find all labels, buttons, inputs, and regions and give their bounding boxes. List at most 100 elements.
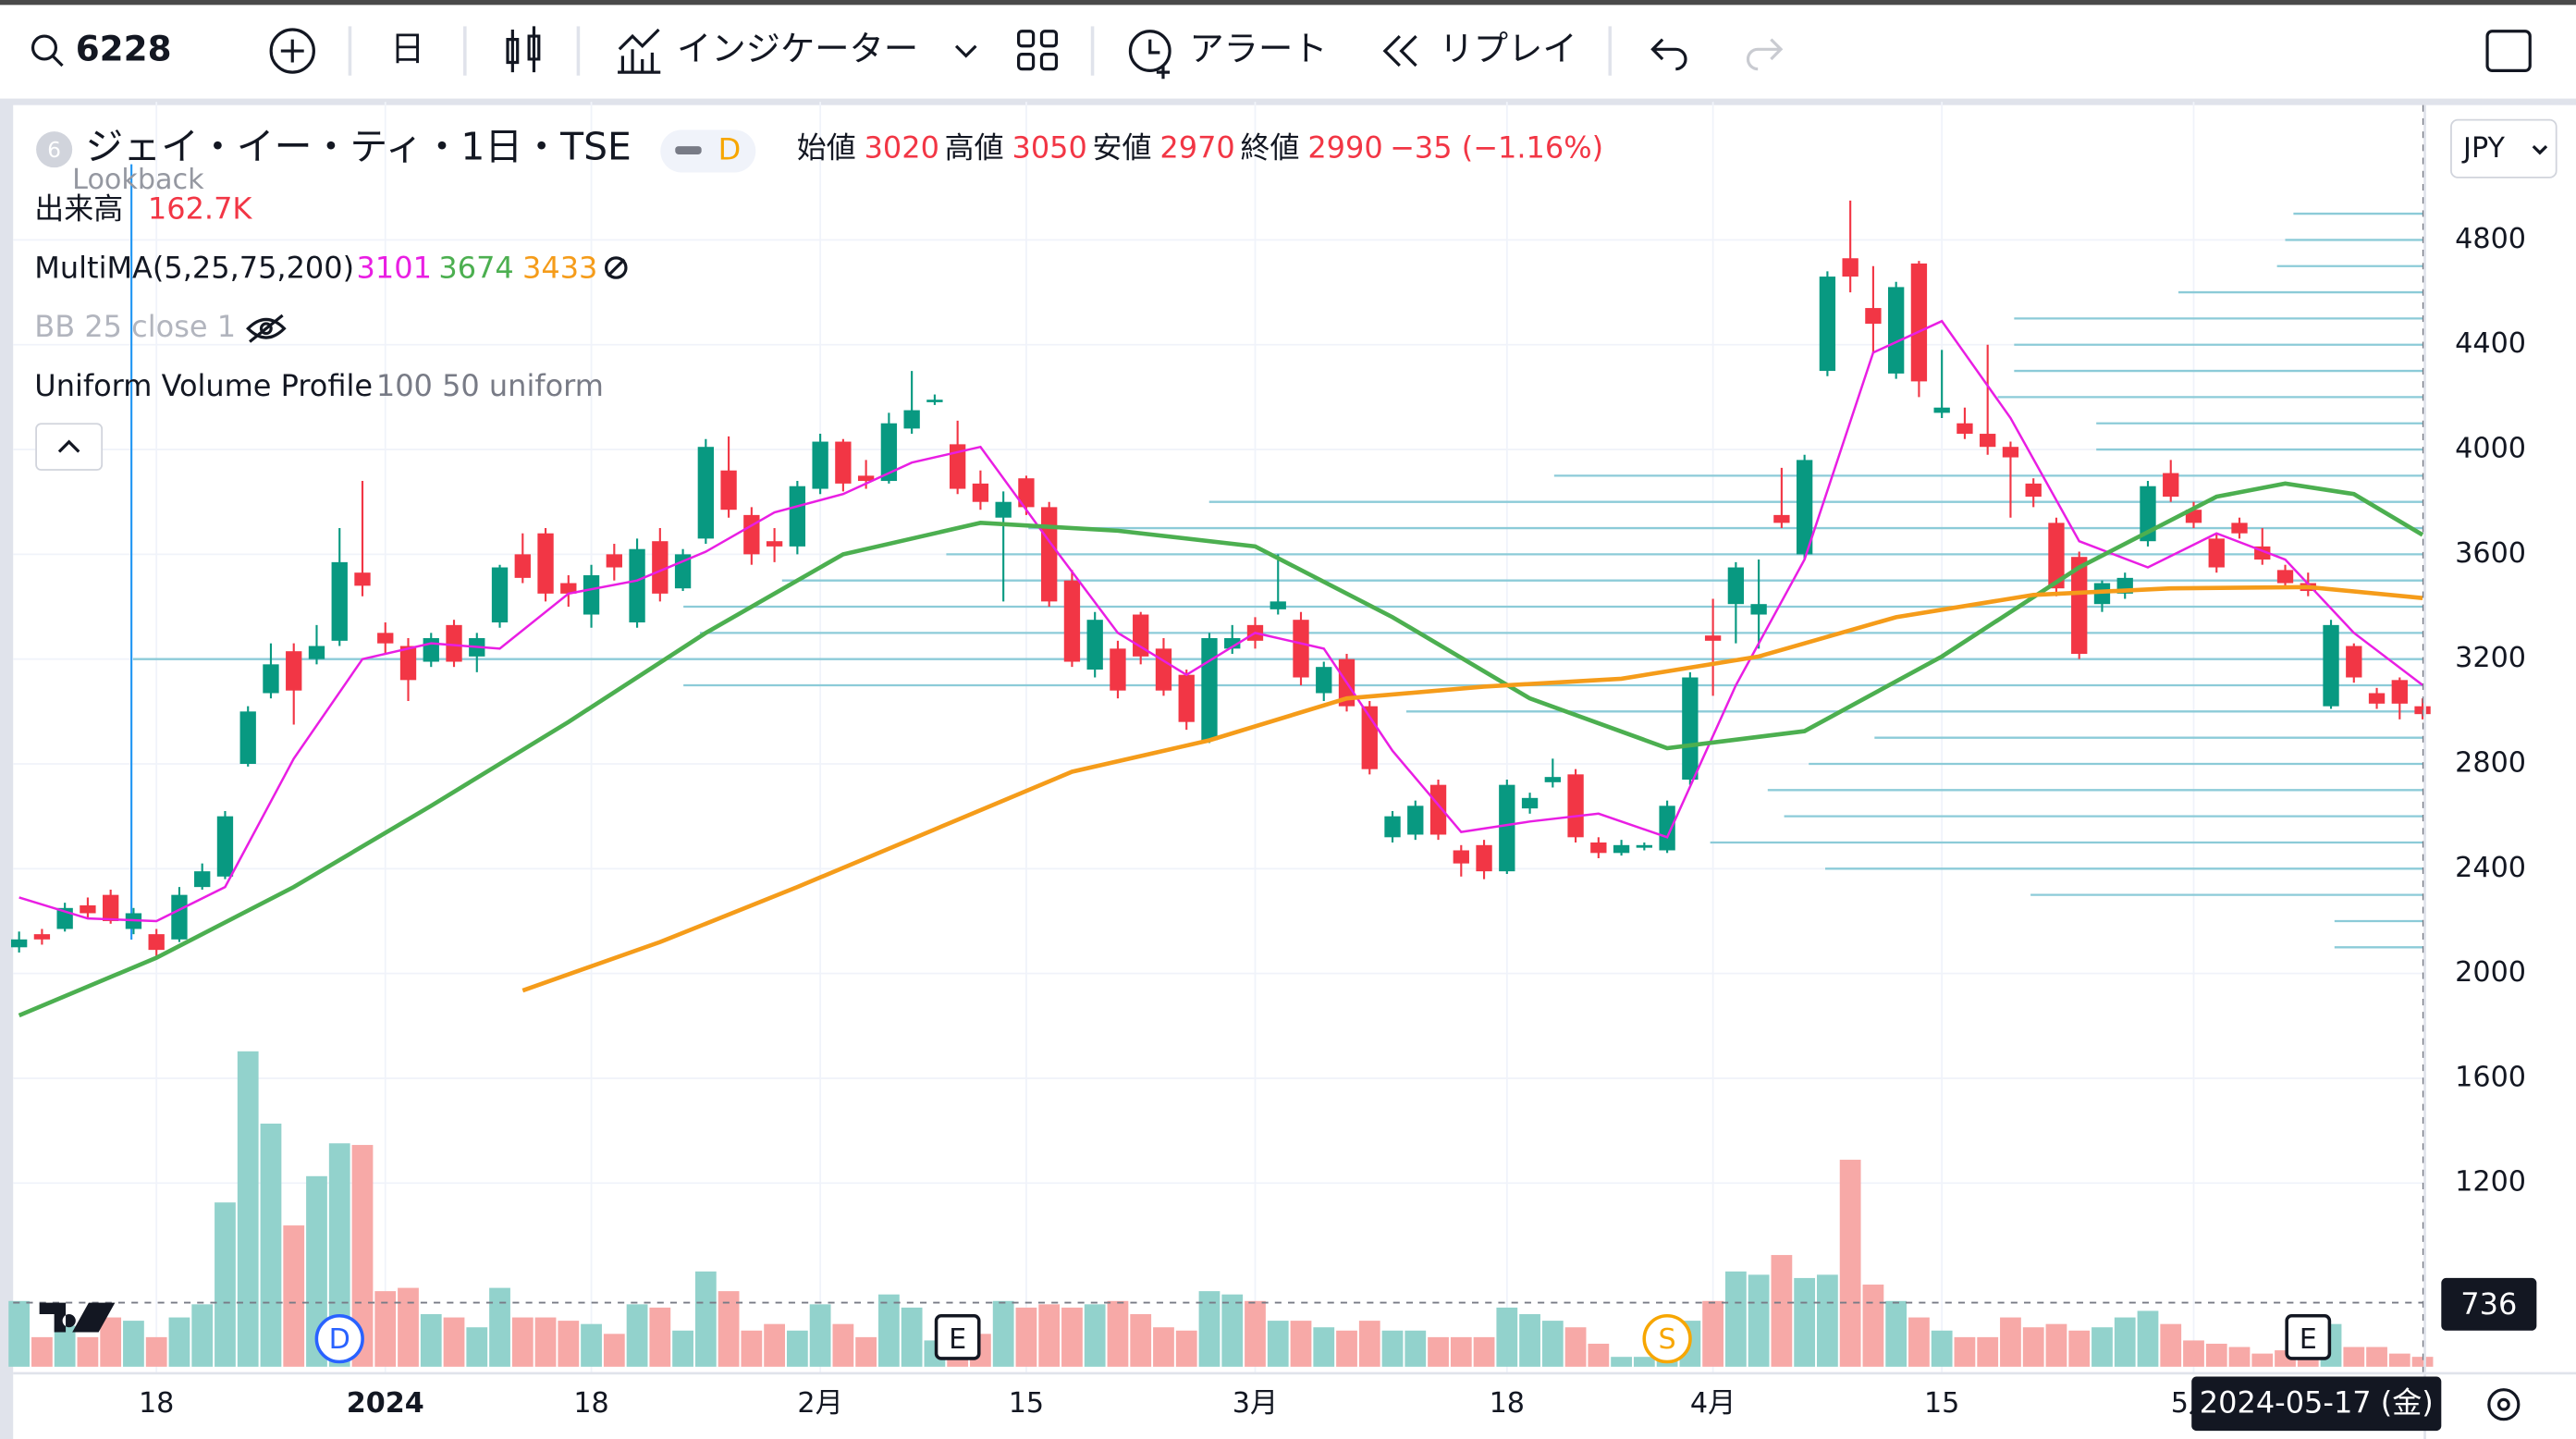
- volume-bar: [260, 1123, 282, 1367]
- y-tick-label: 2400: [2455, 852, 2526, 884]
- candle-body: [1865, 308, 1882, 325]
- candle-body: [1224, 638, 1241, 649]
- event-marker: [934, 1314, 981, 1360]
- volume-bar: [2388, 1353, 2410, 1367]
- candle-body: [2323, 624, 2339, 707]
- replay-label[interactable]: リプレイ: [1439, 29, 1576, 69]
- ohlc-value: 2970: [1159, 130, 1234, 166]
- candle-body: [514, 554, 531, 578]
- y-tick-label: 1600: [2455, 1061, 2526, 1093]
- x-tick-label: 15: [1009, 1387, 1044, 1420]
- volume-bar: [1817, 1274, 1838, 1367]
- x-tick-label: 2月: [797, 1387, 842, 1420]
- volume-bar: [466, 1327, 488, 1367]
- grid-icon: [1039, 30, 1059, 48]
- volume-bar: [1724, 1271, 1747, 1367]
- layouts-button[interactable]: [1017, 30, 1059, 71]
- volume-bar: [1130, 1314, 1152, 1367]
- volume-bar: [443, 1317, 465, 1367]
- settings-button[interactable]: [2487, 1388, 2521, 1421]
- x-tick-label: 18: [139, 1387, 174, 1420]
- volume-bar: [145, 1336, 167, 1367]
- volume-bar: [1633, 1357, 1655, 1367]
- currency[interactable]: JPY: [2461, 132, 2505, 165]
- hidden-icon[interactable]: [246, 314, 287, 343]
- plot-area: D E S E: [8, 102, 2434, 1373]
- legend: 6 ジェイ・イー・ティ・1日・TSE D 始値 3020 高値 3050 安値 …: [34, 125, 1603, 471]
- compare-button[interactable]: [269, 28, 315, 74]
- volume-bar: [1084, 1304, 1106, 1367]
- ma-value: 3101: [357, 250, 432, 285]
- event-label: E: [2300, 1323, 2317, 1356]
- volume-bar: [1496, 1307, 1518, 1367]
- volume-bar: [901, 1307, 923, 1367]
- volume-bar: [2411, 1357, 2434, 1367]
- volume-bar: [764, 1323, 785, 1367]
- candle-body: [1704, 635, 1722, 641]
- candle-body: [1201, 638, 1218, 741]
- alert-label[interactable]: アラート: [1189, 29, 1327, 69]
- volume-bar: [1588, 1343, 1610, 1367]
- status-pill[interactable]: [660, 129, 756, 173]
- candle-body: [1316, 667, 1332, 694]
- volume-bar: [1862, 1285, 1884, 1367]
- volume-bar: [2251, 1353, 2274, 1367]
- change: −35 (−1.16%): [1390, 130, 1603, 166]
- indicators-label[interactable]: インジケーター: [677, 29, 918, 69]
- candle-body: [1682, 677, 1699, 780]
- y-tick-label: 1200: [2455, 1166, 2526, 1199]
- na-icon: [605, 256, 628, 279]
- candle-body: [1086, 620, 1103, 670]
- volume-bar: [855, 1336, 877, 1367]
- volume-bar: [1908, 1317, 1930, 1367]
- candle-body: [1636, 844, 1653, 848]
- alert-button[interactable]: アラート: [1128, 29, 1328, 80]
- ohlc-value: 3050: [1012, 130, 1087, 166]
- currency-button[interactable]: [2450, 118, 2558, 178]
- candle-body: [1796, 460, 1813, 555]
- interval-button[interactable]: 日: [390, 29, 424, 69]
- alarm-icon: [1128, 30, 1171, 72]
- candle-body: [2185, 510, 2202, 523]
- candle-body: [537, 533, 554, 594]
- event-label: S: [1659, 1323, 1676, 1356]
- undo-button[interactable]: [1650, 38, 1687, 71]
- candle-body: [103, 894, 119, 921]
- volume-bar: [1954, 1336, 1976, 1367]
- fullscreen-button[interactable]: [2485, 30, 2532, 72]
- volume-bar: [1336, 1330, 1357, 1367]
- caret: [2532, 144, 2548, 155]
- volume-bar: [626, 1304, 648, 1367]
- volume-bar: [1839, 1160, 1861, 1367]
- symbol[interactable]: 6228: [76, 29, 172, 69]
- candle-body: [33, 934, 51, 940]
- volume-bar: [1473, 1336, 1495, 1367]
- symbol-search[interactable]: 6228: [31, 29, 172, 69]
- volume-value: 162.7K: [148, 191, 253, 226]
- replay-button[interactable]: リプレイ: [1382, 29, 1577, 69]
- volume-bar: [581, 1323, 602, 1367]
- candle-body: [995, 501, 1012, 518]
- volume-bar: [2343, 1347, 2365, 1367]
- overlay: 4800 4400 4000 3600 3200 2800 2400 2000 1600 1200…: [139, 223, 2526, 1420]
- volume-bar: [215, 1202, 236, 1367]
- candle-body: [2140, 486, 2156, 542]
- volume-bar: [1061, 1307, 1083, 1367]
- candle-body: [354, 572, 371, 586]
- redo-button[interactable]: [1746, 38, 1784, 71]
- volume-bar: [1794, 1277, 1816, 1367]
- chart-type-button[interactable]: [506, 26, 541, 73]
- candle-body: [880, 423, 898, 482]
- volume-bar: [1405, 1330, 1427, 1367]
- ma-value: 3433: [522, 250, 597, 285]
- grid-icon: [1017, 30, 1036, 48]
- collapse-button[interactable]: [35, 423, 104, 471]
- candle-body: [1910, 263, 1928, 382]
- candle-body: [1270, 601, 1286, 609]
- indicators-button[interactable]: インジケーター: [618, 29, 977, 74]
- candle-body: [1590, 842, 1607, 854]
- ma-line: [521, 584, 2423, 993]
- volume-bar: [398, 1287, 419, 1367]
- volume-bar: [2160, 1323, 2182, 1367]
